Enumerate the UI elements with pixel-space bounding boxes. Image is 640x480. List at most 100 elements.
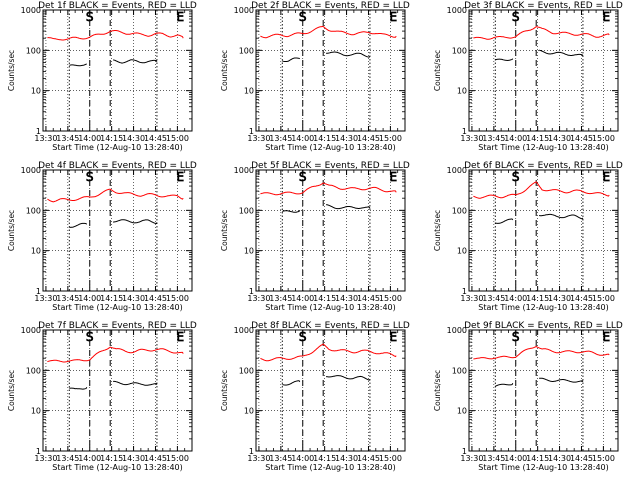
x-tick-label: 14:30 bbox=[548, 454, 571, 463]
y-tick-label: 10 bbox=[457, 407, 467, 416]
y-axis-label: Counts/sec bbox=[220, 50, 229, 91]
y-tick-label: 1 bbox=[36, 287, 41, 296]
y-tick-label: 100 bbox=[239, 206, 254, 215]
lld-rate-line bbox=[260, 26, 397, 39]
marker-e: E bbox=[603, 330, 611, 344]
events-rate-line bbox=[326, 51, 371, 58]
y-tick-label: 1000 bbox=[234, 166, 254, 175]
panel-title: Det 3f BLACK = Events, RED = LLD bbox=[464, 1, 623, 11]
x-tick-label: 15:00 bbox=[592, 454, 615, 463]
plot-frame bbox=[42, 169, 193, 292]
x-tick-label: 13:45 bbox=[56, 134, 79, 143]
x-tick-label: 14:00 bbox=[78, 454, 101, 463]
marker-s: S bbox=[512, 10, 520, 24]
x-axis-label: Start Time (12-Aug-10 13:28:40) bbox=[478, 463, 609, 472]
x-tick-label: 13:45 bbox=[482, 294, 505, 303]
lld-rate-line bbox=[260, 343, 397, 362]
marker-s: S bbox=[86, 170, 94, 184]
x-tick-label: 14:00 bbox=[504, 294, 527, 303]
plot-frame bbox=[468, 9, 619, 132]
y-axis-label: Counts/sec bbox=[220, 210, 229, 251]
y-tick-label: 1 bbox=[249, 447, 254, 456]
x-tick-label: 14:30 bbox=[335, 294, 358, 303]
y-tick-label: 1000 bbox=[447, 166, 467, 175]
x-tick-label: 15:00 bbox=[379, 134, 402, 143]
x-tick-label: 14:15 bbox=[313, 294, 336, 303]
x-tick-label: 14:45 bbox=[570, 134, 593, 143]
marker-e: E bbox=[177, 330, 185, 344]
x-tick-label: 13:45 bbox=[482, 134, 505, 143]
x-tick-label: 13:45 bbox=[56, 454, 79, 463]
x-tick-label: 13:45 bbox=[56, 294, 79, 303]
x-tick-label: 14:30 bbox=[335, 454, 358, 463]
lld-rate-line bbox=[47, 188, 184, 203]
events-rate-line bbox=[539, 377, 584, 383]
panel-title: Det 9f BLACK = Events, RED = LLD bbox=[464, 321, 623, 331]
x-axis-label: Start Time (12-Aug-10 13:28:40) bbox=[265, 303, 396, 312]
plot-frame bbox=[42, 329, 193, 452]
plot-frame bbox=[255, 329, 406, 452]
events-rate-line bbox=[495, 218, 514, 224]
plot-frame bbox=[468, 329, 619, 452]
events-rate-line bbox=[326, 204, 371, 210]
y-tick-label: 10 bbox=[31, 407, 41, 416]
x-tick-label: 14:15 bbox=[100, 454, 123, 463]
x-tick-label: 14:00 bbox=[291, 134, 314, 143]
x-axis-label: Start Time (12-Aug-10 13:28:40) bbox=[52, 463, 183, 472]
x-tick-label: 14:45 bbox=[357, 454, 380, 463]
x-tick-label: 14:00 bbox=[504, 454, 527, 463]
x-tick-label: 13:30 bbox=[460, 134, 483, 143]
y-tick-label: 1000 bbox=[21, 326, 41, 335]
x-tick-label: 15:00 bbox=[379, 294, 402, 303]
y-tick-label: 10 bbox=[244, 87, 254, 96]
y-tick-label: 100 bbox=[239, 46, 254, 55]
x-tick-label: 14:15 bbox=[313, 134, 336, 143]
x-tick-label: 13:30 bbox=[247, 134, 270, 143]
y-axis-label: Counts/sec bbox=[7, 50, 16, 91]
y-tick-label: 100 bbox=[239, 366, 254, 375]
x-tick-label: 14:15 bbox=[526, 454, 549, 463]
y-tick-label: 100 bbox=[26, 366, 41, 375]
x-tick-label: 14:45 bbox=[144, 294, 167, 303]
marker-e: E bbox=[390, 10, 398, 24]
x-tick-label: 14:45 bbox=[144, 134, 167, 143]
x-tick-label: 13:45 bbox=[269, 454, 292, 463]
panel-title: Det 7f BLACK = Events, RED = LLD bbox=[38, 321, 197, 331]
y-tick-label: 1 bbox=[249, 127, 254, 136]
x-tick-label: 14:30 bbox=[122, 294, 145, 303]
x-axis-label: Start Time (12-Aug-10 13:28:40) bbox=[265, 463, 396, 472]
x-tick-label: 14:30 bbox=[335, 134, 358, 143]
y-tick-label: 10 bbox=[244, 407, 254, 416]
marker-s: S bbox=[299, 10, 307, 24]
plot-frame bbox=[255, 169, 406, 292]
y-tick-label: 1000 bbox=[447, 6, 467, 15]
x-tick-label: 14:00 bbox=[504, 134, 527, 143]
marker-s: S bbox=[299, 170, 307, 184]
events-rate-line bbox=[282, 380, 301, 386]
events-rate-line bbox=[112, 59, 158, 64]
x-tick-label: 14:00 bbox=[291, 454, 314, 463]
marker-s: S bbox=[86, 330, 94, 344]
marker-e: E bbox=[177, 170, 185, 184]
plot-frame bbox=[42, 9, 193, 132]
lld-rate-line bbox=[47, 30, 184, 41]
x-tick-label: 13:45 bbox=[269, 134, 292, 143]
x-tick-label: 15:00 bbox=[166, 134, 189, 143]
x-tick-label: 13:30 bbox=[34, 294, 57, 303]
x-tick-label: 14:45 bbox=[357, 294, 380, 303]
y-tick-label: 1000 bbox=[447, 326, 467, 335]
plot-frame bbox=[255, 9, 406, 132]
events-rate-line bbox=[538, 49, 584, 57]
x-tick-label: 13:30 bbox=[460, 294, 483, 303]
x-axis-label: Start Time (12-Aug-10 13:28:40) bbox=[52, 143, 183, 152]
x-tick-label: 13:30 bbox=[247, 454, 270, 463]
events-rate-line bbox=[282, 210, 301, 213]
x-tick-label: 15:00 bbox=[166, 454, 189, 463]
